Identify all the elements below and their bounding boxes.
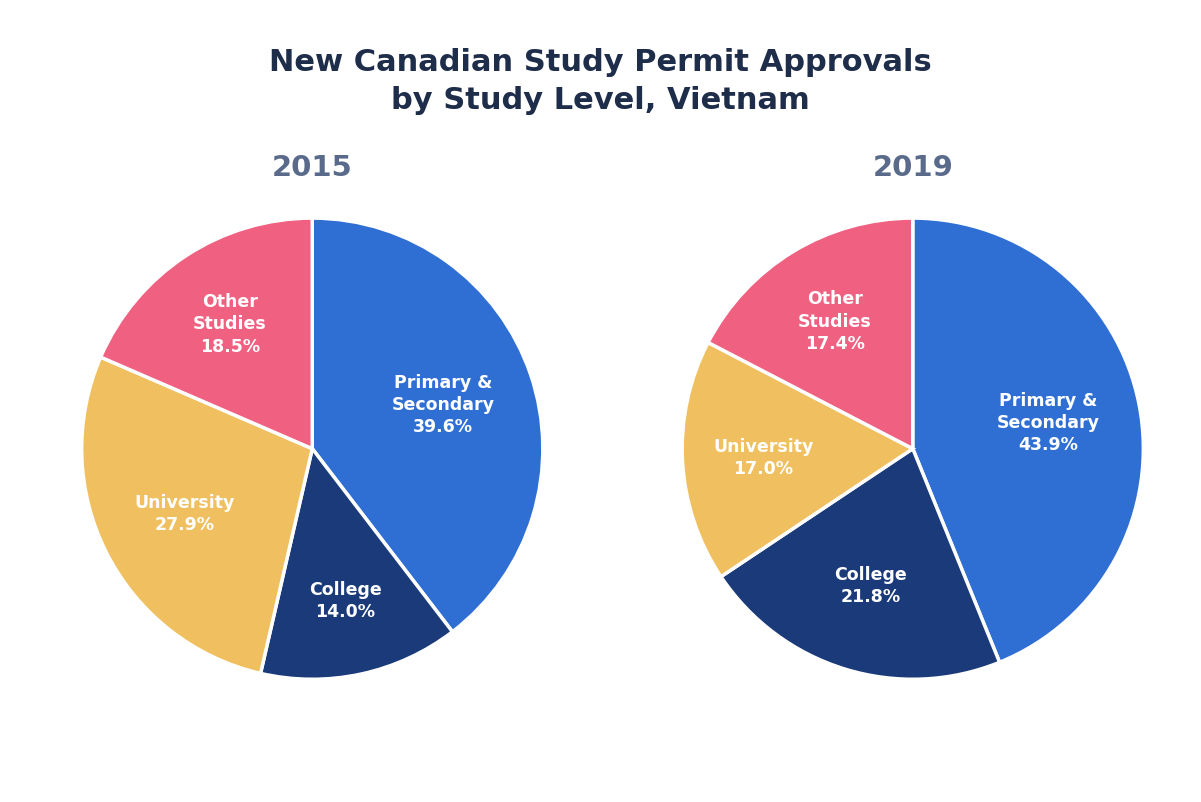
Text: Other
Studies
18.5%: Other Studies 18.5% [193, 293, 267, 355]
Text: 2015: 2015 [271, 154, 353, 182]
Wedge shape [82, 358, 312, 674]
Text: New Canadian Study Permit Approvals
by Study Level, Vietnam: New Canadian Study Permit Approvals by S… [269, 48, 932, 115]
Text: 2019: 2019 [872, 154, 954, 182]
Text: Primary &
Secondary
43.9%: Primary & Secondary 43.9% [997, 391, 1100, 454]
Wedge shape [709, 219, 913, 449]
Text: Other
Studies
17.4%: Other Studies 17.4% [797, 290, 872, 352]
Wedge shape [261, 449, 453, 679]
Wedge shape [913, 219, 1143, 662]
Text: College
21.8%: College 21.8% [835, 565, 907, 606]
Wedge shape [721, 449, 999, 679]
Wedge shape [312, 219, 543, 632]
Text: University
27.9%: University 27.9% [135, 493, 235, 533]
Wedge shape [682, 343, 913, 577]
Wedge shape [101, 219, 312, 449]
Text: College
14.0%: College 14.0% [309, 580, 382, 620]
Text: Primary &
Secondary
39.6%: Primary & Secondary 39.6% [392, 374, 495, 436]
Text: University
17.0%: University 17.0% [713, 437, 813, 477]
